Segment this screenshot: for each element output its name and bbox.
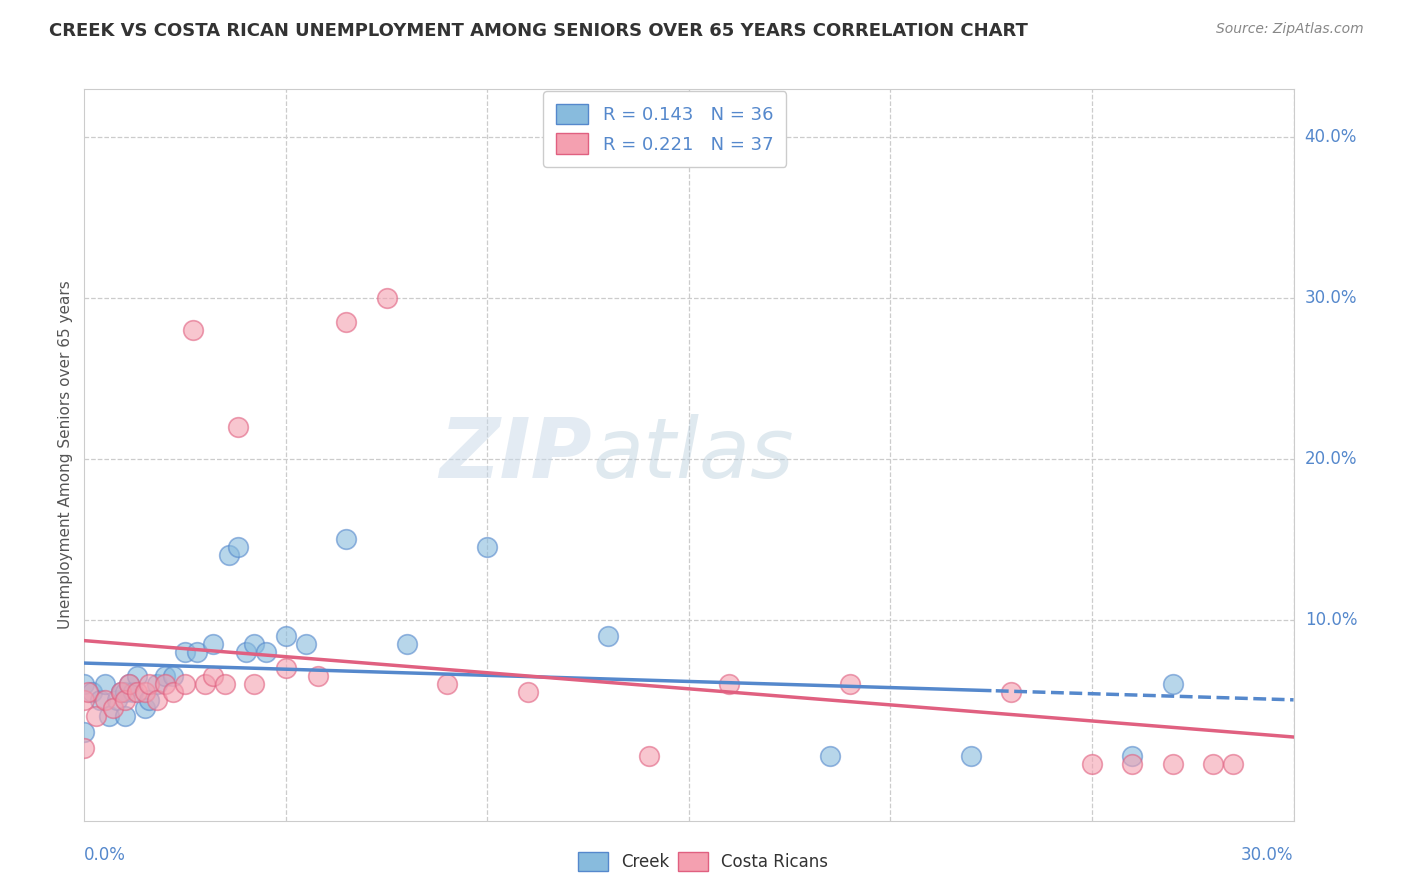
Point	[516, 685, 538, 699]
Text: ZIP: ZIP	[440, 415, 592, 495]
Point	[1081, 757, 1104, 772]
Point	[598, 629, 620, 643]
Point	[1000, 685, 1022, 699]
Point	[226, 419, 249, 434]
Point	[436, 677, 458, 691]
Point	[839, 677, 862, 691]
Point	[162, 685, 184, 699]
Point	[89, 693, 111, 707]
Point	[1161, 757, 1184, 772]
Point	[153, 677, 176, 691]
Legend: Creek, Costa Ricans: Creek, Costa Ricans	[569, 843, 837, 880]
Text: 0.0%: 0.0%	[84, 847, 127, 864]
Point	[637, 749, 659, 764]
Point	[153, 669, 176, 683]
Point	[73, 725, 96, 739]
Point	[395, 637, 418, 651]
Point	[186, 645, 208, 659]
Point	[77, 685, 100, 699]
Point	[181, 323, 204, 337]
Text: Source: ZipAtlas.com: Source: ZipAtlas.com	[1216, 22, 1364, 37]
Point	[110, 685, 132, 699]
Point	[335, 315, 357, 329]
Point	[114, 693, 136, 707]
Point	[202, 669, 225, 683]
Point	[134, 685, 156, 699]
Point	[138, 693, 160, 707]
Point	[118, 677, 141, 691]
Text: CREEK VS COSTA RICAN UNEMPLOYMENT AMONG SENIORS OVER 65 YEARS CORRELATION CHART: CREEK VS COSTA RICAN UNEMPLOYMENT AMONG …	[49, 22, 1028, 40]
Point	[1161, 677, 1184, 691]
Point	[307, 669, 329, 683]
Point	[134, 701, 156, 715]
Point	[110, 685, 132, 699]
Point	[97, 709, 120, 723]
Point	[93, 693, 115, 707]
Text: 10.0%: 10.0%	[1305, 611, 1357, 629]
Point	[174, 677, 197, 691]
Point	[1121, 749, 1143, 764]
Point	[242, 677, 264, 691]
Point	[242, 637, 264, 651]
Point	[718, 677, 741, 691]
Point	[194, 677, 217, 691]
Text: 40.0%: 40.0%	[1305, 128, 1357, 146]
Point	[101, 701, 124, 715]
Text: atlas: atlas	[592, 415, 794, 495]
Point	[1121, 757, 1143, 772]
Point	[118, 677, 141, 691]
Point	[477, 541, 499, 555]
Point	[105, 693, 128, 707]
Point	[114, 685, 136, 699]
Point	[295, 637, 318, 651]
Point	[125, 685, 148, 699]
Point	[73, 693, 96, 707]
Point	[226, 541, 249, 555]
Text: 20.0%: 20.0%	[1305, 450, 1357, 468]
Point	[82, 685, 104, 699]
Point	[73, 677, 96, 691]
Legend: R = 0.143   N = 36, R = 0.221   N = 37: R = 0.143 N = 36, R = 0.221 N = 37	[543, 91, 786, 167]
Point	[174, 645, 197, 659]
Point	[202, 637, 225, 651]
Point	[235, 645, 257, 659]
Point	[1222, 757, 1244, 772]
Point	[274, 629, 297, 643]
Point	[73, 741, 96, 756]
Text: 30.0%: 30.0%	[1305, 289, 1357, 307]
Point	[375, 291, 398, 305]
Point	[818, 749, 841, 764]
Point	[93, 677, 115, 691]
Point	[254, 645, 277, 659]
Y-axis label: Unemployment Among Seniors over 65 years: Unemployment Among Seniors over 65 years	[58, 281, 73, 629]
Point	[162, 669, 184, 683]
Point	[121, 685, 143, 699]
Point	[138, 677, 160, 691]
Text: 30.0%: 30.0%	[1241, 847, 1294, 864]
Point	[1202, 757, 1225, 772]
Point	[146, 677, 169, 691]
Point	[960, 749, 983, 764]
Point	[218, 549, 240, 563]
Point	[86, 709, 108, 723]
Point	[146, 693, 169, 707]
Point	[114, 709, 136, 723]
Point	[335, 533, 357, 547]
Point	[125, 669, 148, 683]
Point	[274, 661, 297, 675]
Point	[214, 677, 236, 691]
